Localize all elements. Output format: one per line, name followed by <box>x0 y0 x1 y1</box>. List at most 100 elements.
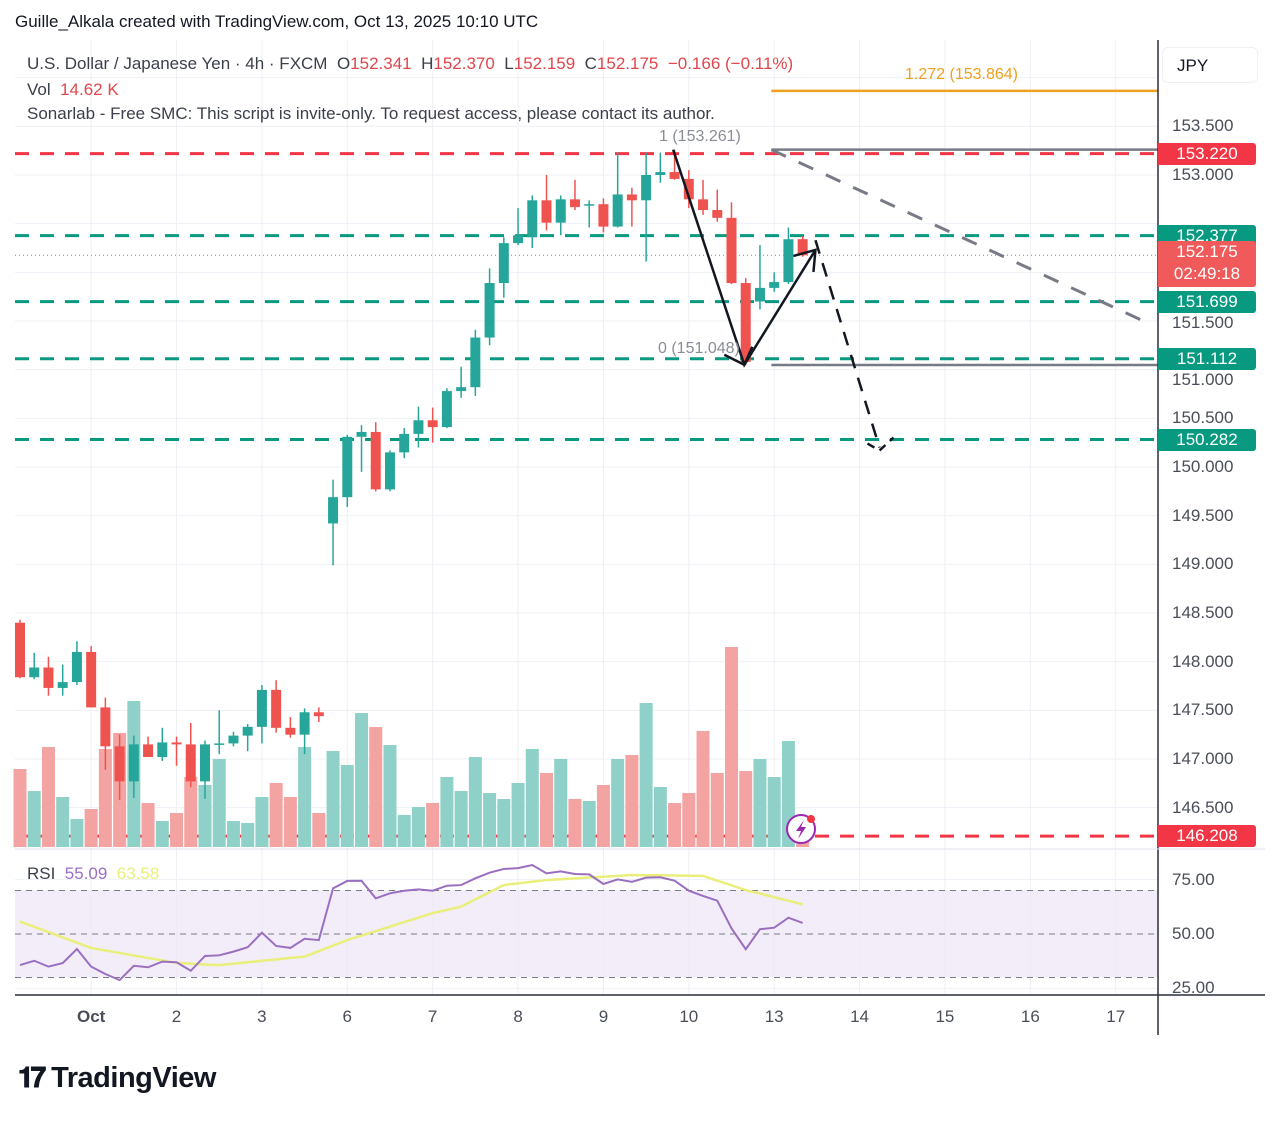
time-axis-label: 13 <box>764 1007 784 1026</box>
candle <box>641 152 652 262</box>
time-axis-label: 17 <box>1106 1007 1126 1026</box>
volume-bar <box>753 759 767 847</box>
candle <box>384 450 395 492</box>
candle <box>698 179 709 215</box>
candle <box>114 734 125 800</box>
candle-body <box>413 420 424 434</box>
volume-bar <box>56 797 70 847</box>
price-axis-label: 149.500 <box>1172 505 1234 525</box>
volume-bar <box>298 747 312 847</box>
candle-body <box>86 651 97 708</box>
candle <box>683 170 694 209</box>
volume-bar <box>312 813 326 847</box>
volume-bars <box>13 647 810 847</box>
candle-body <box>228 735 239 744</box>
volume-bar <box>155 821 169 847</box>
arrowhead-icon <box>866 436 895 453</box>
candle <box>100 697 111 770</box>
volume-bar <box>184 777 198 847</box>
volume-bar <box>668 803 682 847</box>
indicator-legend[interactable]: Sonarlab - Free SMC: This script is invi… <box>27 104 715 123</box>
volume-bar <box>483 793 497 847</box>
candle-body <box>626 194 637 201</box>
candle <box>143 736 154 758</box>
candles <box>15 149 808 800</box>
rsi-line <box>19 863 803 982</box>
candle <box>15 619 25 679</box>
volume-legend[interactable]: Vol 14.62 K <box>27 80 119 100</box>
volume-bar <box>141 803 155 847</box>
candle <box>527 195 538 248</box>
candle <box>740 278 751 365</box>
candle <box>555 195 566 236</box>
price-axis-label: 153.500 <box>1172 116 1234 136</box>
volume-bar <box>725 647 738 847</box>
candle-body <box>100 707 111 747</box>
price-tag: 152.377 <box>1158 224 1256 247</box>
price-axis-label: 147.000 <box>1172 748 1234 768</box>
price-tag: 150.282 <box>1158 428 1256 451</box>
candle-body <box>427 420 438 428</box>
volume-bar <box>98 749 112 847</box>
candle-body <box>342 436 353 498</box>
tradingview-logo-icon: 𝟏𝟕 <box>18 1062 46 1093</box>
volume-bar <box>255 797 269 847</box>
candle <box>256 685 267 744</box>
rsi-axis-label: 75.00 <box>1172 869 1215 889</box>
volume-bar <box>767 777 781 847</box>
volume-bar <box>41 747 55 847</box>
time-axis-label: 9 <box>598 1007 609 1026</box>
candle-body <box>57 682 68 688</box>
volume-bar <box>739 771 753 847</box>
candle-body <box>797 239 808 256</box>
candle-body <box>199 744 210 782</box>
low-value: 152.159 <box>513 54 576 73</box>
candle-body <box>655 172 666 175</box>
volume-label: Vol <box>27 80 51 99</box>
candle <box>612 152 623 228</box>
candle-body <box>612 194 623 227</box>
currency-button[interactable]: JPY <box>1162 47 1258 83</box>
price-tag-value: 150.282 <box>1176 429 1238 449</box>
symbol-legend[interactable]: U.S. Dollar / Japanese Yen · 4h · FXCM O… <box>27 54 793 74</box>
rsi-legend[interactable]: RSI 55.09 63.58 <box>27 864 159 884</box>
candle-body <box>256 689 267 727</box>
candle <box>484 268 495 346</box>
candle <box>626 187 637 227</box>
candle-body <box>157 742 168 758</box>
volume-bar <box>468 757 482 847</box>
candle-countdown: 02:49:18 <box>1173 264 1241 284</box>
volume-bar <box>639 703 653 847</box>
volume-bar <box>70 819 84 847</box>
volume-bar <box>27 791 41 847</box>
high-label: H <box>421 54 434 73</box>
candle-body <box>498 243 509 284</box>
tradingview-logo: 𝟏𝟕 TradingView <box>18 1062 216 1095</box>
rsi-axis-label: 50.00 <box>1172 924 1215 943</box>
candle <box>441 388 452 429</box>
lightning-icon[interactable] <box>786 814 816 844</box>
price-tag-value: 151.699 <box>1176 291 1238 311</box>
candle <box>71 641 82 686</box>
candle-body <box>456 387 467 392</box>
volume-value: 14.62 K <box>60 80 119 99</box>
price-axis-label: 148.000 <box>1172 651 1234 671</box>
candle-body <box>370 431 381 490</box>
price-tag: 151.112 <box>1158 347 1256 370</box>
price-tag-value: 153.220 <box>1176 143 1238 163</box>
rsi-value: 55.09 <box>64 864 108 883</box>
candle-body <box>43 667 54 688</box>
candle-body <box>484 283 495 338</box>
time-axis-label: 16 <box>1020 1007 1040 1026</box>
volume-bar <box>611 759 625 847</box>
candle <box>285 717 296 738</box>
close-value: 152.175 <box>596 54 659 73</box>
low-label: L <box>504 54 514 73</box>
volume-bar <box>511 783 525 847</box>
rsi-pane <box>15 863 1158 982</box>
volume-bar <box>283 797 297 847</box>
volume-bar <box>568 799 582 847</box>
price-axis-label: 147.500 <box>1172 700 1234 720</box>
candle-body <box>527 200 538 238</box>
